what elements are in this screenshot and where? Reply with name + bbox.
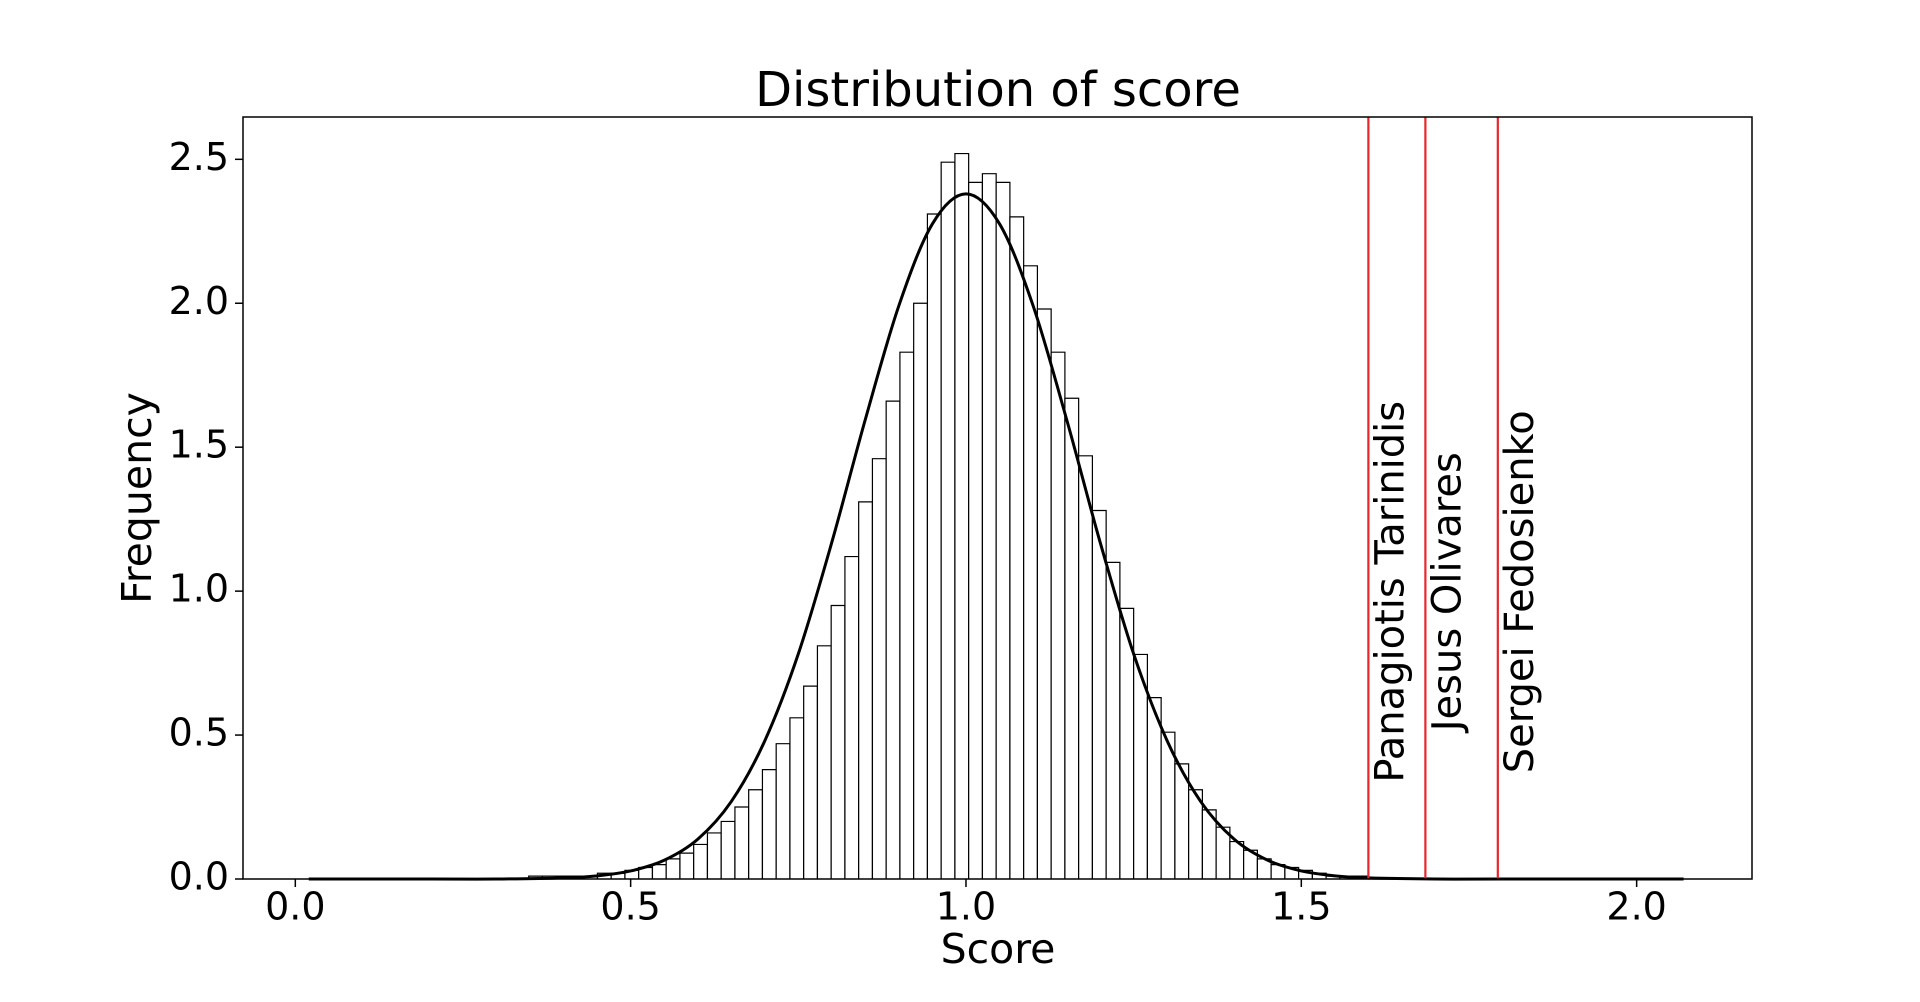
chart-title: Distribution of score <box>755 62 1241 118</box>
x-tick-label: 0.0 <box>265 885 325 929</box>
histogram-bar <box>803 685 819 879</box>
y-tick-label: 2.0 <box>169 279 229 323</box>
histogram-bar <box>926 213 942 879</box>
x-tick-label: 1.5 <box>1271 885 1331 929</box>
histogram-bar <box>679 852 695 879</box>
histogram-bar <box>789 717 805 879</box>
marker-label: Sergei Fedosienko <box>1497 410 1543 773</box>
histogram-bar <box>995 181 1011 879</box>
marker-label: Panagiotis Tarinidis <box>1367 401 1413 783</box>
histogram-bar <box>1091 509 1107 879</box>
x-tick-label: 1.0 <box>936 885 996 929</box>
histogram-bar <box>693 843 709 879</box>
histogram-bar <box>1105 561 1121 879</box>
histogram-bar <box>775 743 791 879</box>
histogram-bar <box>706 832 722 879</box>
histogram-bar <box>748 789 764 879</box>
histogram-bar <box>816 645 832 879</box>
histogram-bar <box>1078 455 1093 879</box>
histogram-bar <box>830 604 846 879</box>
histogram-bar <box>899 351 915 879</box>
histogram-bar <box>844 555 860 879</box>
histogram-bar <box>954 152 970 879</box>
histogram-bar <box>651 864 667 879</box>
histogram-bar <box>720 820 736 879</box>
histogram-bar <box>968 181 984 879</box>
histogram-bar <box>940 161 956 879</box>
histogram-bar <box>1229 840 1245 879</box>
histogram-bar <box>871 458 887 879</box>
histogram-bar <box>734 806 750 879</box>
histogram-bar <box>981 173 997 879</box>
x-tick-label: 2.0 <box>1606 885 1666 929</box>
x-tick-label: 0.5 <box>600 885 660 929</box>
y-tick-label: 1.5 <box>169 423 229 467</box>
histogram-bar <box>761 769 777 879</box>
histogram-bar <box>1064 397 1080 879</box>
x-axis-label: Score <box>941 925 1056 973</box>
marker-label: Jesus Olivares <box>1424 452 1470 734</box>
plot-frame <box>242 116 1753 880</box>
histogram-bar <box>885 400 901 879</box>
histogram-bar <box>665 858 681 879</box>
y-tick-label: 2.5 <box>169 135 229 179</box>
y-tick-label: 1.0 <box>169 567 229 611</box>
y-axis-label: Frequency <box>113 392 161 604</box>
histogram-bar <box>1050 351 1066 879</box>
y-tick-label: 0.0 <box>169 855 229 899</box>
y-tick-label: 0.5 <box>169 711 229 755</box>
histogram-bar <box>913 302 929 879</box>
histogram-bar <box>1036 308 1052 879</box>
fit-curve <box>308 192 1684 881</box>
histogram-bar <box>1023 265 1038 879</box>
histogram-bar <box>858 501 874 879</box>
histogram-bar <box>1009 216 1025 879</box>
